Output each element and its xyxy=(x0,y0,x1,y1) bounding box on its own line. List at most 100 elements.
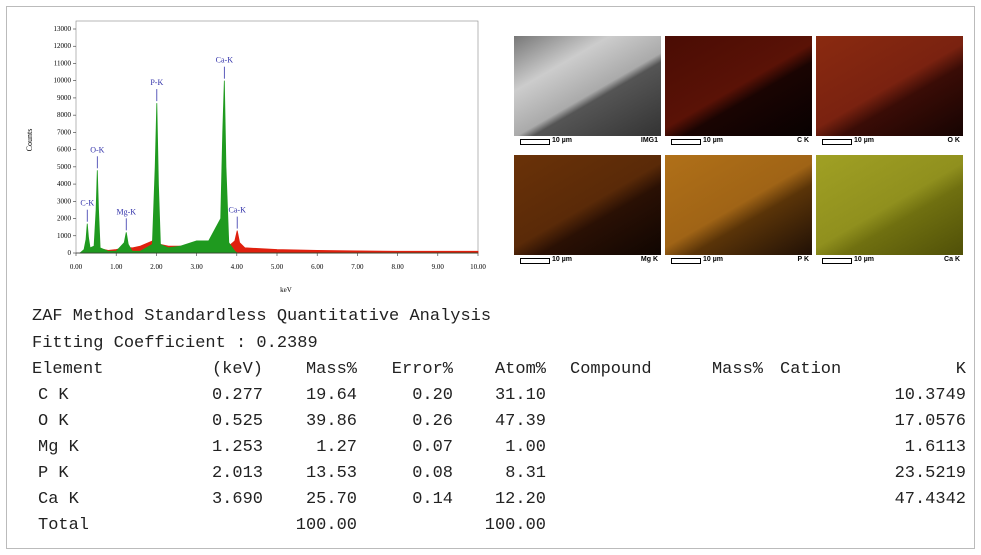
table-cell: 2.013 xyxy=(211,464,263,483)
header-cell: Mass% xyxy=(711,360,763,379)
table-cell: 17.0576 xyxy=(894,412,966,431)
header-cell: Element xyxy=(32,360,104,379)
x-tick-label: 3.00 xyxy=(190,263,203,271)
header-cell: K xyxy=(955,360,966,379)
y-tick-label: 8000 xyxy=(57,111,72,119)
peak-label: Ca-K xyxy=(216,56,234,65)
table-cell: 1.253 xyxy=(211,438,263,457)
scale-bar xyxy=(822,139,852,145)
map-image xyxy=(665,155,812,255)
y-axis-label: Counts xyxy=(25,129,34,152)
scale-label: 10 µm xyxy=(552,137,572,144)
y-tick-label: 12000 xyxy=(54,42,72,50)
scale-bar xyxy=(822,258,852,264)
scale-label: 10 µm xyxy=(854,256,874,263)
table-cell: O K xyxy=(38,412,69,431)
scale-label: 10 µm xyxy=(703,137,723,144)
table-cell: 23.5219 xyxy=(894,464,966,483)
table-cell: 100.00 xyxy=(484,516,546,535)
map-label: P K xyxy=(797,256,809,263)
map-caption: 10 µm O K xyxy=(816,136,963,148)
table-cell: P K xyxy=(38,464,69,483)
table-cell: C K xyxy=(38,386,69,405)
peak-label: Ca-K xyxy=(229,206,247,215)
map-caption: 10 µm IMG1 xyxy=(514,136,661,148)
peak-label: C-K xyxy=(80,199,94,208)
peak-label: P-K xyxy=(150,78,163,87)
x-tick-label: 2.00 xyxy=(150,263,163,271)
x-tick-label: 10.00 xyxy=(470,263,486,271)
scale-bar xyxy=(671,139,701,145)
header-cell: Cation xyxy=(780,360,842,379)
table-cell: 47.4342 xyxy=(894,490,966,509)
header-cell: Atom% xyxy=(494,360,546,379)
table-cell: 39.86 xyxy=(305,412,357,431)
x-tick-label: 5.00 xyxy=(271,263,284,271)
map-panel: 10 µm IMG1 xyxy=(514,36,661,148)
map-label: C K xyxy=(796,137,809,144)
table-cell: 25.70 xyxy=(305,490,357,509)
map-caption: 10 µm Ca K xyxy=(816,255,963,267)
x-tick-label: 6.00 xyxy=(311,263,324,271)
map-label: O K xyxy=(947,137,960,144)
spectrum-area xyxy=(78,80,478,254)
map-label: Ca K xyxy=(944,256,960,263)
x-tick-label: 0.00 xyxy=(70,263,83,271)
map-image xyxy=(816,155,963,255)
table-cell: 10.3749 xyxy=(894,386,966,405)
table-cell: 0.20 xyxy=(412,386,453,405)
table-cell: 3.690 xyxy=(211,490,263,509)
peak-label: Mg-K xyxy=(116,207,136,216)
table-title: ZAF Method Standardless Quantitative Ana… xyxy=(32,307,492,326)
table-cell: 1.6113 xyxy=(904,438,966,457)
table-cell: 47.39 xyxy=(494,412,546,431)
x-tick-label: 4.00 xyxy=(231,263,244,271)
y-tick-label: 5000 xyxy=(57,163,72,171)
table-cell: 0.525 xyxy=(211,412,263,431)
y-tick-label: 7000 xyxy=(57,128,72,136)
header-cell: Compound xyxy=(570,360,652,379)
scale-bar xyxy=(520,258,550,264)
map-image xyxy=(514,155,661,255)
table-cell: Mg K xyxy=(38,438,79,457)
table-cell: 0.14 xyxy=(412,490,453,509)
map-caption: 10 µm C K xyxy=(665,136,812,148)
y-tick-label: 2000 xyxy=(57,215,72,223)
table-cell: 31.10 xyxy=(494,386,546,405)
fitting-coefficient: Fitting Coefficient : 0.2389 xyxy=(32,334,318,353)
plot-frame xyxy=(75,20,479,254)
x-axis-label: keV xyxy=(280,286,292,294)
scale-label: 10 µm xyxy=(854,137,874,144)
table-cell: Total xyxy=(38,516,90,535)
x-tick-label: 1.00 xyxy=(110,263,123,271)
y-tick-label: 13000 xyxy=(54,25,72,33)
table-cell: 0.277 xyxy=(211,386,263,405)
scale-bar xyxy=(520,139,550,145)
header-cell: (keV) xyxy=(211,360,263,379)
header-cell: Error% xyxy=(391,360,453,379)
table-cell: 1.00 xyxy=(505,438,546,457)
peak-label: O-K xyxy=(90,145,104,154)
map-panel: 10 µm Ca K xyxy=(816,155,963,267)
y-tick-label: 9000 xyxy=(57,94,72,102)
map-label: IMG1 xyxy=(640,137,658,144)
map-image xyxy=(816,36,963,136)
x-tick-label: 9.00 xyxy=(432,263,445,271)
map-caption: 10 µm P K xyxy=(665,255,812,267)
y-tick-label: 6000 xyxy=(57,146,72,154)
y-tick-label: 4000 xyxy=(57,180,72,188)
table-cell: 100.00 xyxy=(295,516,357,535)
table-cell: 12.20 xyxy=(494,490,546,509)
table-cell: 8.31 xyxy=(505,464,546,483)
frame xyxy=(6,6,975,549)
x-tick-label: 7.00 xyxy=(351,263,364,271)
x-tick-label: 8.00 xyxy=(391,263,404,271)
table-cell: 1.27 xyxy=(316,438,357,457)
map-image xyxy=(665,36,812,136)
spectrum-chart: Counts keV 0 1000 2000 3000 4000 5000 6000 7000… xyxy=(25,20,486,294)
table-cell: 13.53 xyxy=(305,464,357,483)
map-label: Mg K xyxy=(640,256,658,263)
table-cell: 0.07 xyxy=(412,438,453,457)
header-cell: Mass% xyxy=(305,360,357,379)
